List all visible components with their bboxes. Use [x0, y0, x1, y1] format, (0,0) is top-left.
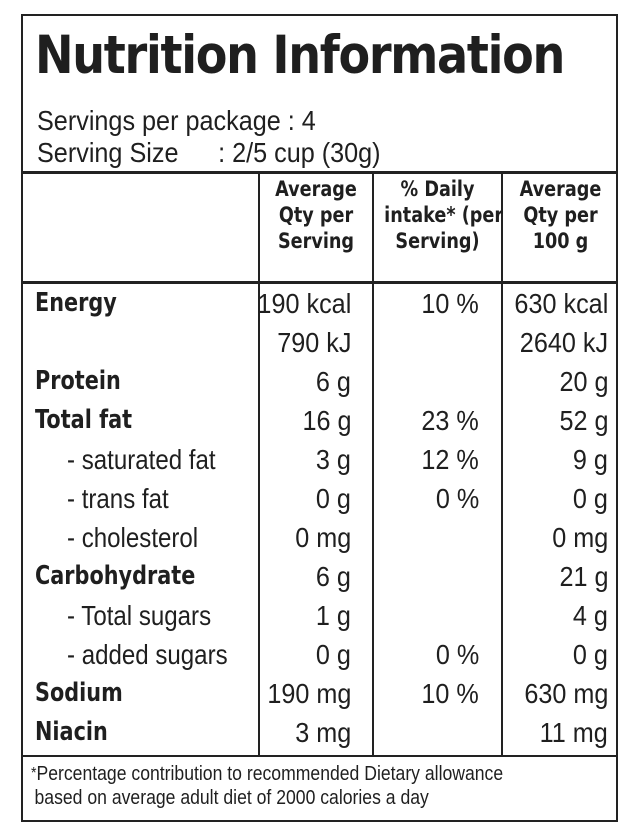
- column-divider-1: [258, 171, 260, 757]
- per-100g-value: 21 g: [558, 561, 608, 592]
- footnote-text: Percentage contribution to recommended D…: [36, 763, 504, 785]
- daily-intake-value: 10 %: [421, 288, 479, 319]
- column-header-line: Qty per: [278, 203, 354, 227]
- footnote-asterisk: *: [31, 765, 37, 782]
- per-serving-value: 0 g: [315, 639, 351, 670]
- table-row: Niacin 3 mg 11 mg: [23, 713, 616, 752]
- per-serving-value: 0 mg: [294, 522, 351, 553]
- table-row: Energy 190 kcal 10 % 630 kcal: [23, 284, 616, 323]
- table-row: - cholesterol 0 mg 0 mg: [23, 518, 616, 557]
- daily-intake-value: 23 %: [421, 405, 479, 436]
- per-serving-value: 6 g: [315, 366, 351, 397]
- table-row: - Total sugars 1 g 4 g: [23, 596, 616, 635]
- row-label: Niacin: [35, 717, 108, 747]
- per-100g-value: 11 mg: [539, 717, 608, 748]
- per-serving-value: 16 g: [301, 405, 351, 436]
- per-100g-value: 9 g: [572, 444, 608, 475]
- column-header-line: Serving): [395, 229, 480, 253]
- table-row: - saturated fat 3 g 12 % 9 g: [23, 440, 616, 479]
- row-label: Sodium: [35, 678, 123, 708]
- column-divider-3: [501, 171, 503, 757]
- footnote: *Percentage contribution to recommended …: [31, 762, 503, 810]
- per-100g-value: 52 g: [558, 405, 608, 436]
- column-header-per-100g: Average Qty per 100 g: [512, 176, 609, 254]
- serving-size-value: : 2/5 cup (30g): [218, 137, 381, 168]
- nutrition-panel: Nutrition Information Servings per packa…: [21, 14, 618, 822]
- row-label: Energy: [35, 288, 117, 318]
- footnote-rule: [23, 755, 616, 757]
- per-100g-value: 630 mg: [523, 678, 608, 709]
- row-label: Protein: [35, 366, 121, 396]
- per-serving-value: 1 g: [315, 600, 351, 631]
- serving-size-label: Serving Size: [37, 137, 179, 168]
- servings-per-package: Servings per package : 4: [37, 105, 316, 136]
- per-serving-value: 790 kJ: [276, 327, 351, 358]
- per-100g-value: 4 g: [572, 600, 608, 631]
- daily-intake-value: 12 %: [421, 444, 479, 475]
- column-header-line: Average: [519, 177, 602, 201]
- table-row: - added sugars 0 g 0 % 0 g: [23, 635, 616, 674]
- per-serving-value: 190 kcal: [257, 288, 351, 319]
- per-100g-value: 630 kcal: [514, 288, 608, 319]
- column-header-line: 100 g: [532, 229, 589, 253]
- row-label: - added sugars: [67, 639, 228, 670]
- per-serving-value: 3 mg: [294, 717, 351, 748]
- column-header-daily-intake: % Daily intake* (per Serving): [384, 176, 504, 254]
- per-100g-value: 20 g: [558, 366, 608, 397]
- daily-intake-value: 0 %: [435, 483, 479, 514]
- header-bottom-rule: [23, 281, 616, 284]
- per-serving-value: 0 g: [315, 483, 351, 514]
- column-header-line: % Daily: [400, 177, 475, 201]
- per-100g-value: 0 g: [572, 639, 608, 670]
- row-label: Carbohydrate: [35, 561, 196, 591]
- table-row: 790 kJ 2640 kJ: [23, 323, 616, 362]
- daily-intake-value: 10 %: [421, 678, 479, 709]
- column-header-line: Serving: [277, 229, 355, 253]
- daily-intake-value: 0 %: [435, 639, 479, 670]
- per-serving-value: 3 g: [315, 444, 351, 475]
- per-100g-value: 0 g: [572, 483, 608, 514]
- row-label: - cholesterol: [67, 522, 199, 553]
- column-header-line: intake* (per: [384, 203, 504, 227]
- row-label: - trans fat: [67, 483, 169, 514]
- per-100g-value: 2640 kJ: [519, 327, 608, 358]
- column-header-per-serving: Average Qty per Serving: [269, 176, 363, 254]
- table-row: Protein 6 g 20 g: [23, 362, 616, 401]
- table-row: - trans fat 0 g 0 % 0 g: [23, 479, 616, 518]
- serving-size: Serving Size : 2/5 cup (30g): [37, 137, 381, 169]
- footnote-line-1: *Percentage contribution to recommended …: [31, 762, 503, 786]
- per-100g-value: 0 mg: [551, 522, 608, 553]
- row-label: Total fat: [35, 405, 133, 435]
- row-label: - saturated fat: [67, 444, 216, 475]
- table-row: Carbohydrate 6 g 21 g: [23, 557, 616, 596]
- table-row: Sodium 190 mg 10 % 630 mg: [23, 674, 616, 713]
- table-row: Total fat 16 g 23 % 52 g: [23, 401, 616, 440]
- footnote-line-2: based on average adult diet of 2000 calo…: [34, 787, 429, 809]
- row-label: - Total sugars: [67, 600, 212, 631]
- panel-title: Nutrition Information: [35, 25, 565, 86]
- column-header-line: Average: [275, 177, 357, 201]
- column-header-line: Qty per: [523, 203, 598, 227]
- per-serving-value: 6 g: [315, 561, 351, 592]
- per-serving-value: 190 mg: [266, 678, 351, 709]
- column-divider-2: [372, 171, 374, 757]
- header-top-rule: [23, 171, 616, 174]
